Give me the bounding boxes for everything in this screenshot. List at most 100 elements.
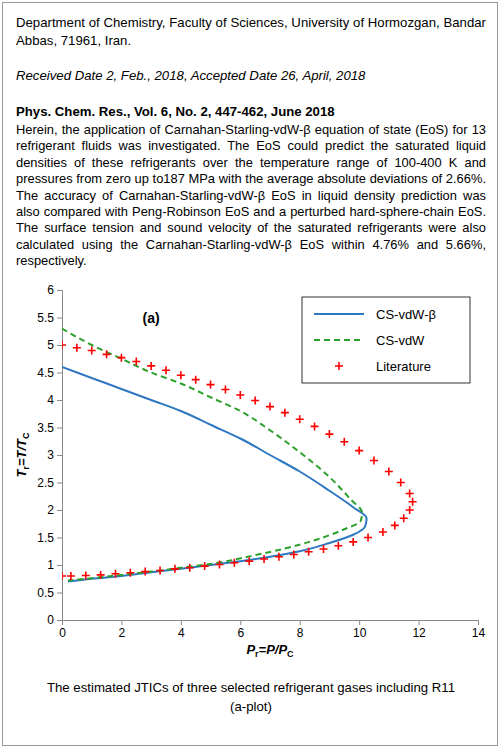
- tick-mark: [57, 345, 62, 346]
- tick-mark: [300, 620, 301, 625]
- tick-label: 2.5: [37, 476, 54, 490]
- tick-mark: [57, 400, 62, 401]
- tick: 5: [47, 338, 62, 352]
- paper-text: Department of Chemistry, Faculty of Scie…: [16, 14, 486, 50]
- marker: [111, 570, 119, 578]
- axis-line: [57, 291, 63, 621]
- axis-title-part: P: [246, 642, 255, 657]
- tick-mark: [57, 538, 62, 539]
- marker: [171, 565, 179, 573]
- axis-line: [63, 621, 479, 626]
- tick-label: 0: [59, 626, 66, 640]
- tick-mark: [57, 483, 62, 484]
- tick: 2: [47, 503, 62, 517]
- x-axis: 0 2 4 6 8 10 12 14: [59, 620, 485, 640]
- tick-label: 3.5: [37, 421, 54, 435]
- legend-swatch: [314, 313, 364, 315]
- tick: 0: [47, 613, 62, 627]
- marker: [290, 551, 298, 559]
- marker: [97, 571, 105, 579]
- marker: [260, 555, 268, 563]
- marker: [156, 567, 164, 575]
- tick-label: 6: [237, 626, 244, 640]
- tick-label: 3: [47, 448, 54, 462]
- tick-mark: [240, 620, 241, 625]
- tick: 8: [297, 620, 304, 640]
- tick-mark: [57, 565, 62, 566]
- marker: [266, 403, 274, 411]
- marker: [215, 560, 223, 568]
- tick-label: 5: [47, 338, 54, 352]
- marker: [73, 344, 81, 352]
- marker: [162, 366, 170, 374]
- marker: [186, 564, 194, 572]
- tick-mark: [57, 593, 62, 594]
- marker: [370, 457, 378, 465]
- tick: 10: [353, 620, 367, 640]
- tick: 3.5: [37, 421, 62, 435]
- caption: The estimated JTICs of three selected re…: [47, 680, 455, 695]
- tick-label: 4: [47, 393, 54, 407]
- tick: 1.5: [37, 531, 62, 545]
- tick-label: 2: [47, 503, 54, 517]
- legend: CS-vdW-βCS-vdWLiterature: [302, 297, 470, 383]
- marker: [67, 572, 75, 580]
- tick-mark: [57, 428, 62, 429]
- marker: [117, 354, 125, 362]
- tick: 0: [59, 620, 66, 640]
- series-line: [62, 367, 367, 582]
- tick-label: 6: [47, 283, 54, 297]
- tick-label: 5.5: [37, 311, 54, 325]
- tick: 4.5: [37, 366, 62, 380]
- paper-text: Herein, the application of Carnahan-Star…: [16, 122, 486, 270]
- tick-label: 10: [353, 626, 367, 640]
- tick-mark: [359, 620, 360, 625]
- marker: [379, 528, 387, 536]
- marker: [147, 362, 155, 370]
- marker: [406, 506, 414, 514]
- tick-label: 12: [412, 626, 426, 640]
- marker: [245, 557, 253, 565]
- marker: [201, 562, 209, 570]
- marker: [192, 376, 200, 384]
- tick-label: 1.5: [37, 531, 54, 545]
- tick-label: 2: [119, 626, 126, 640]
- axis-title: Pr=P/PC: [246, 642, 294, 659]
- annotation: (a): [143, 310, 160, 326]
- caption: (a-plot): [230, 699, 272, 714]
- tick-mark: [57, 373, 62, 374]
- marker: [275, 553, 283, 561]
- marker: [325, 430, 333, 438]
- marker: [340, 438, 348, 446]
- tick-mark: [419, 620, 420, 625]
- marker: [88, 347, 96, 355]
- tick-mark: [57, 455, 62, 456]
- tick: 3: [47, 448, 62, 462]
- marker: [62, 572, 66, 580]
- tick-mark: [57, 290, 62, 291]
- axis-title-part: C: [287, 649, 294, 659]
- tick: 6: [47, 283, 62, 297]
- axis-title-part: C: [21, 432, 31, 439]
- marker: [82, 571, 90, 579]
- marker: [62, 341, 66, 349]
- tick-mark: [181, 620, 182, 625]
- legend-label: CS-vdW-β: [376, 307, 436, 322]
- marker: [305, 548, 313, 556]
- legend-label: CS-vdW: [376, 333, 425, 348]
- tick-mark: [478, 620, 479, 625]
- tick-label: 8: [297, 626, 304, 640]
- tick: 6: [237, 620, 244, 640]
- tick-label: 0: [47, 613, 54, 627]
- marker: [349, 538, 357, 546]
- marker: [126, 569, 134, 577]
- tick-label: 14: [472, 626, 486, 640]
- legend-swatch: [314, 339, 364, 341]
- legend-box: [302, 297, 470, 383]
- tick-label: 4: [178, 626, 185, 640]
- tick: 2.5: [37, 476, 62, 490]
- marker: [385, 468, 393, 476]
- marker: [177, 371, 185, 379]
- marker: [397, 479, 405, 487]
- tick: 4: [47, 393, 62, 407]
